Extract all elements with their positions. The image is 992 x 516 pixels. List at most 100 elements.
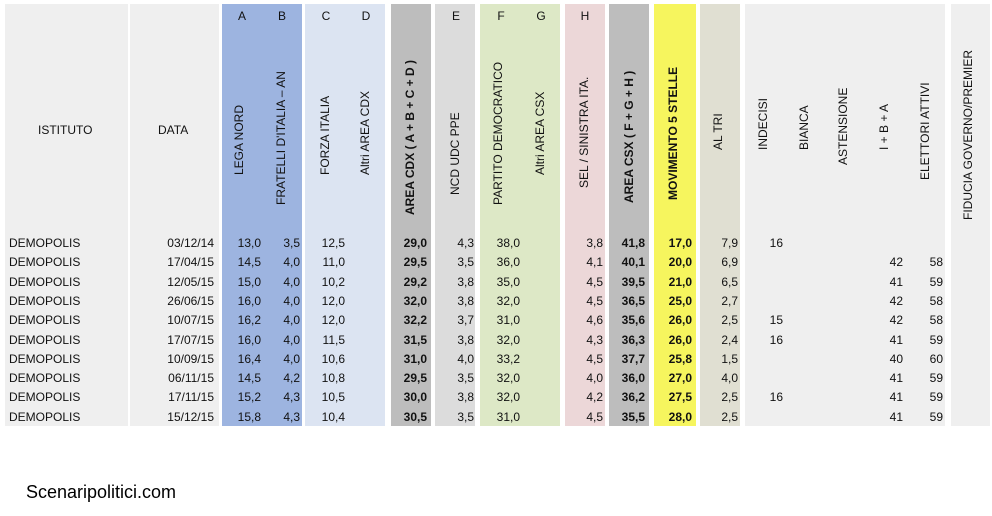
column-band <box>480 4 560 426</box>
cell-sel: 4,0 <box>586 371 603 386</box>
cell-m5s: 26,0 <box>668 332 692 347</box>
column-band <box>5 4 128 426</box>
column-header: AL TRI <box>711 113 725 150</box>
cell-fi: 12,0 <box>321 313 345 328</box>
cell-elettori: 58 <box>929 313 943 328</box>
cell-fi: 10,4 <box>321 409 345 424</box>
cell-istituto: DEMOPOLIS <box>9 255 81 270</box>
cell-date: 12/05/15 <box>167 274 214 289</box>
cell-sel: 3,8 <box>586 236 603 250</box>
cell-date: 17/11/15 <box>168 390 214 405</box>
cell-pd: 32,0 <box>496 371 520 386</box>
cell-fdi: 4,0 <box>283 351 300 366</box>
column-band <box>609 4 649 426</box>
cell-m5s: 27,0 <box>668 371 692 386</box>
cell-iba: 41 <box>889 409 903 424</box>
cell-iba: 42 <box>889 293 903 308</box>
column-header: Altri AREA CDX <box>358 90 372 175</box>
cell-areacsx: 36,5 <box>621 293 645 308</box>
cell-fi: 11,0 <box>322 255 345 270</box>
cell-fi: 10,6 <box>321 351 345 366</box>
column-letter: E <box>451 9 460 23</box>
cell-date: 26/06/15 <box>167 293 214 308</box>
cell-altri: 2,5 <box>721 390 738 405</box>
cell-areacdx: 29,5 <box>403 255 427 270</box>
cell-areacsx: 40,1 <box>621 255 645 270</box>
column-header: MOVIMENTO 5 STELLE <box>666 66 680 200</box>
cell-altri: 2,5 <box>721 409 738 424</box>
cell-date: 06/11/15 <box>168 371 214 386</box>
cell-elettori: 59 <box>929 332 943 347</box>
column-header: FIDUCIA GOVERNO/PREMIER <box>961 49 975 220</box>
cell-elettori: 60 <box>929 351 943 366</box>
cell-ncd: 3,5 <box>457 409 474 424</box>
cell-sel: 4,5 <box>586 293 603 308</box>
cell-m5s: 28,0 <box>668 409 692 424</box>
cell-pd: 32,0 <box>496 332 520 347</box>
column-header: FORZA ITALIA <box>318 95 332 175</box>
cell-fi: 11,5 <box>322 332 345 347</box>
cell-sel: 4,6 <box>586 313 603 328</box>
column-letter: F <box>497 9 505 23</box>
cell-indecisi: 16 <box>769 390 783 405</box>
cell-areacdx: 30,0 <box>403 390 427 405</box>
cell-areacdx: 32,2 <box>403 313 427 328</box>
cell-iba: 41 <box>889 332 903 347</box>
cell-altri: 1,5 <box>721 351 738 366</box>
column-band <box>951 4 990 426</box>
cell-m5s: 25,8 <box>668 351 692 366</box>
cell-altri: 6,5 <box>721 274 738 289</box>
cell-altri: 4,0 <box>721 371 738 386</box>
cell-ncd: 3,8 <box>457 274 474 289</box>
column-letter: G <box>536 9 546 23</box>
column-header: LEGA NORD <box>232 104 246 175</box>
cell-areacsx: 36,0 <box>621 371 645 386</box>
polls-table: A LEGA NORD B FRATELLI D'ITALIA – AN C FORZA … <box>5 4 990 426</box>
cell-istituto: DEMOPOLIS <box>9 351 81 366</box>
column-letter: B <box>277 9 286 23</box>
cell-fi: 10,2 <box>321 274 345 289</box>
column-band <box>435 4 475 426</box>
cell-ncd: 3,5 <box>457 255 474 270</box>
cell-fdi: 4,0 <box>283 332 300 347</box>
cell-ncd: 3,8 <box>457 332 474 347</box>
cell-fdi: 4,2 <box>283 371 300 386</box>
cell-lega: 16,2 <box>237 313 261 328</box>
cell-sel: 4,1 <box>586 255 603 270</box>
cell-istituto: DEMOPOLIS <box>9 390 81 405</box>
cell-fi: 10,8 <box>321 371 345 386</box>
column-header: PARTITO DEMOCRATICO <box>491 61 505 205</box>
column-band <box>700 4 740 426</box>
cell-indecisi: 16 <box>769 236 783 250</box>
column-letter: A <box>237 9 246 23</box>
column-header: ASTENSIONE <box>836 87 850 165</box>
cell-iba: 41 <box>889 390 903 405</box>
cell-m5s: 27,5 <box>668 390 692 405</box>
cell-fdi: 3,5 <box>283 236 300 250</box>
cell-altri: 7,9 <box>721 236 738 250</box>
cell-ncd: 3,8 <box>457 390 474 405</box>
column-header: ELETTORI ATTIVI <box>918 82 932 180</box>
cell-lega: 15,8 <box>237 409 261 424</box>
cell-areacdx: 32,0 <box>403 293 427 308</box>
cell-lega: 13,0 <box>237 236 261 250</box>
column-header: SEL / SINISTRA ITA. <box>577 76 591 188</box>
column-header: AREA CSX ( F + G + H ) <box>622 70 636 203</box>
cell-areacsx: 35,5 <box>621 409 645 424</box>
cell-pd: 31,0 <box>496 313 520 328</box>
cell-istituto: DEMOPOLIS <box>9 293 81 308</box>
cell-sel: 4,5 <box>586 351 603 366</box>
cell-m5s: 20,0 <box>668 255 692 270</box>
cell-date: 10/07/15 <box>167 313 214 328</box>
cell-date: 03/12/14 <box>167 236 214 250</box>
cell-fdi: 4,3 <box>283 409 300 424</box>
column-band <box>130 4 219 426</box>
cell-date: 17/04/15 <box>167 255 214 270</box>
column-header: NCD UDC PPE <box>448 112 462 195</box>
column-band <box>305 4 385 426</box>
cell-areacsx: 39,5 <box>621 274 645 289</box>
cell-fdi: 4,0 <box>283 313 300 328</box>
cell-iba: 42 <box>889 255 903 270</box>
cell-sel: 4,3 <box>586 332 603 347</box>
cell-m5s: 21,0 <box>668 274 692 289</box>
